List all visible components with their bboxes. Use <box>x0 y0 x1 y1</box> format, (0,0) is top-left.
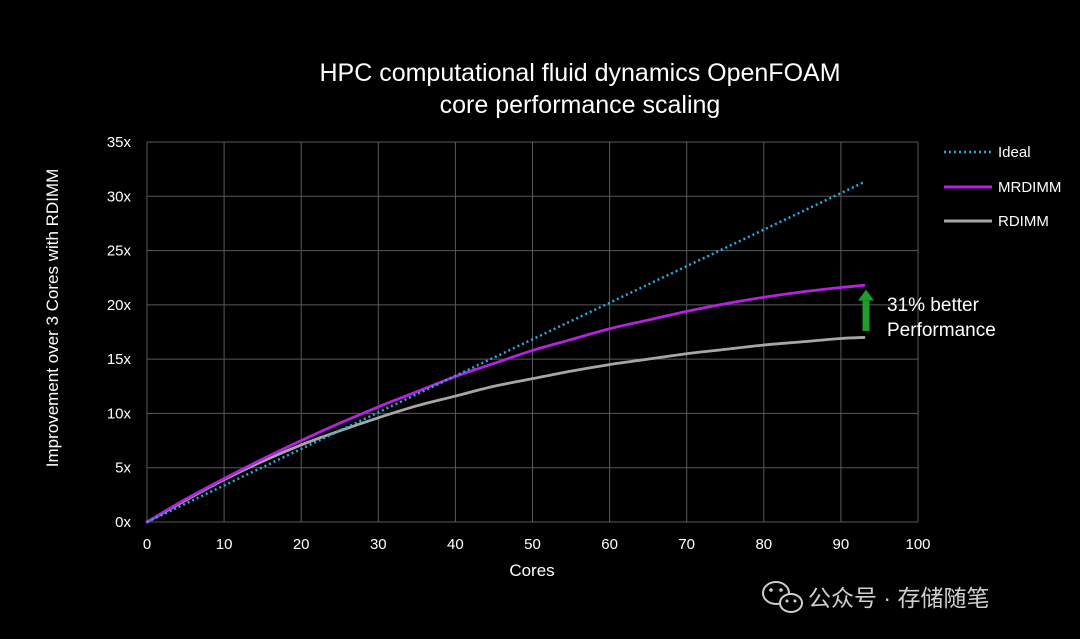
grid <box>146 141 919 523</box>
wechat-icon <box>762 581 803 613</box>
series-lines <box>145 181 866 524</box>
y-tick-label: 15x <box>107 351 132 368</box>
annotation-line-2: Performance <box>887 320 996 341</box>
watermark-text: 公众号 · 存储随笔 <box>808 585 989 611</box>
y-tick-label: 5x <box>115 460 131 477</box>
chart-title-line-2: core performance scaling <box>440 91 721 119</box>
y-tick-label: 0x <box>115 514 131 531</box>
legend-label-rdimm: RDIMM <box>998 213 1049 230</box>
legend: Ideal MRDIMM RDIMM <box>944 144 1061 230</box>
y-axis-label: Improvement over 3 Cores with RDIMM <box>43 169 62 468</box>
y-tick-label: 30x <box>107 188 132 205</box>
legend-label-ideal: Ideal <box>998 144 1031 161</box>
legend-label-mrdimm: MRDIMM <box>998 179 1061 196</box>
legend-item-rdimm: RDIMM <box>944 213 1049 230</box>
chart-title-line-1: HPC computational fluid dynamics OpenFOA… <box>319 59 840 87</box>
series-line-mrdimm <box>145 283 866 524</box>
series-line-rdimm <box>145 336 866 524</box>
x-tick-label: 60 <box>601 536 618 553</box>
x-tick-label: 70 <box>678 536 695 553</box>
x-tick-label: 30 <box>370 536 387 553</box>
annotation-line-1: 31% better <box>887 295 980 316</box>
performance-annotation: 31% better Performance <box>858 289 996 341</box>
y-axis-ticks: 0x 5x 10x 15x 20x 25x 30x 35x <box>107 134 132 531</box>
y-tick-label: 10x <box>107 405 132 422</box>
x-tick-label: 90 <box>833 536 850 553</box>
x-tick-label: 100 <box>905 536 930 553</box>
arrow-shaft <box>862 300 870 331</box>
x-tick-label: 50 <box>524 536 541 553</box>
y-tick-label: 35x <box>107 134 132 151</box>
y-tick-label: 20x <box>107 297 132 314</box>
y-tick-label: 25x <box>107 243 132 260</box>
arrow-head <box>858 289 875 301</box>
chart-title: HPC computational fluid dynamics OpenFOA… <box>319 59 840 119</box>
up-arrow-icon <box>858 289 875 331</box>
x-tick-label: 40 <box>447 536 464 553</box>
legend-item-ideal: Ideal <box>944 144 1031 161</box>
x-axis-ticks: 0 10 20 30 40 50 60 70 80 90 100 <box>143 536 931 553</box>
x-tick-label: 80 <box>755 536 772 553</box>
x-tick-label: 20 <box>293 536 310 553</box>
watermark: 公众号 · 存储随笔 <box>762 581 989 613</box>
legend-item-mrdimm: MRDIMM <box>944 179 1061 196</box>
x-axis-label: Cores <box>509 561 554 580</box>
x-tick-label: 0 <box>143 536 151 553</box>
x-tick-label: 10 <box>216 536 233 553</box>
series-line-ideal <box>146 181 865 524</box>
